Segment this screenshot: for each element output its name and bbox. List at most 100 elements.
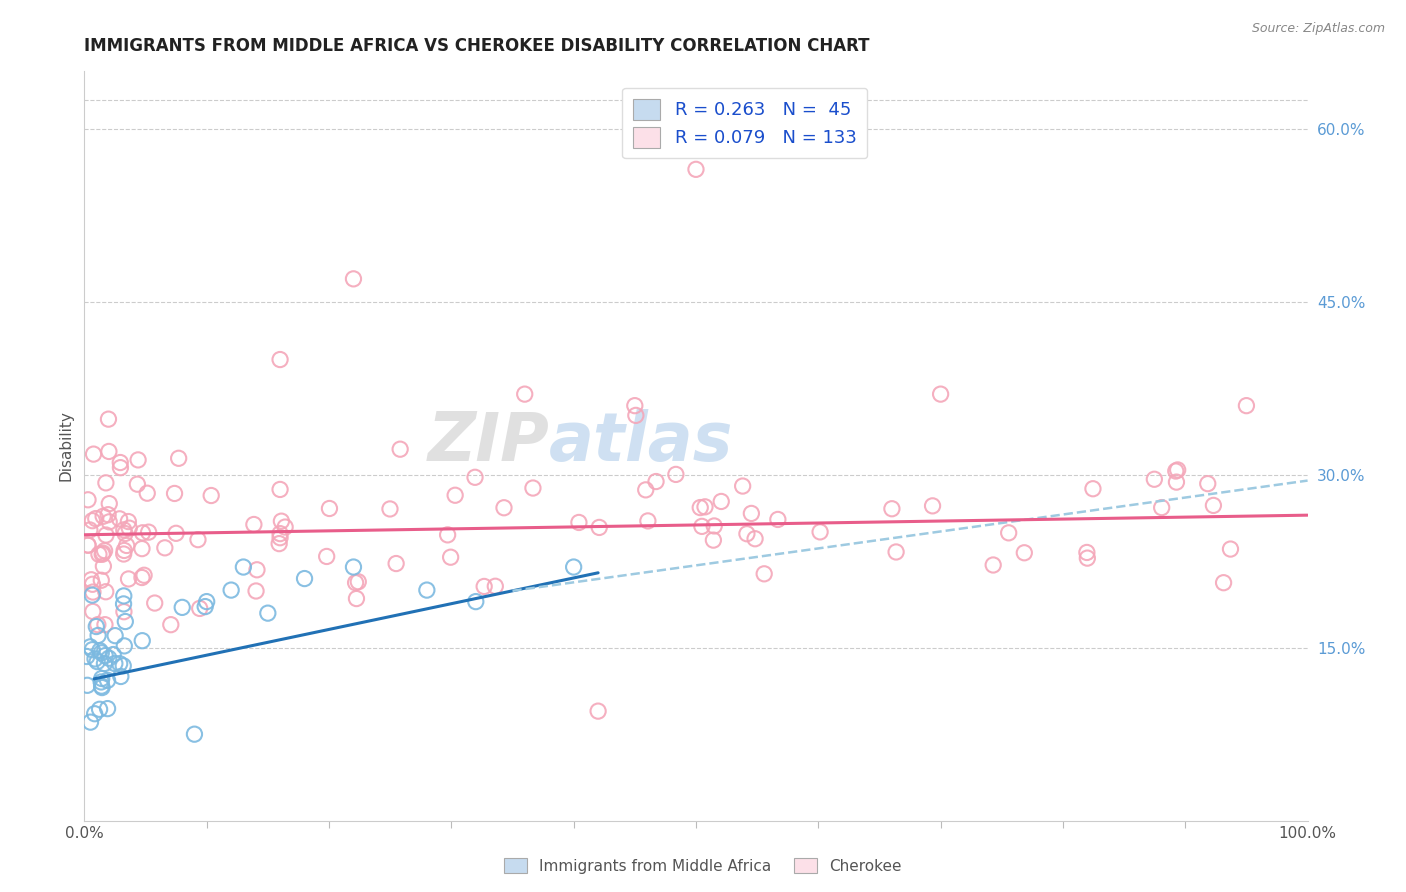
Point xyxy=(245,584,267,599)
Point xyxy=(112,597,135,611)
Point xyxy=(82,577,104,591)
Point xyxy=(624,409,647,423)
Text: Source: ZipAtlas.com: Source: ZipAtlas.com xyxy=(1251,22,1385,36)
Point xyxy=(1197,476,1219,491)
Point xyxy=(91,546,114,560)
Point xyxy=(269,531,291,545)
Point xyxy=(84,619,107,633)
Point xyxy=(90,646,112,660)
Point xyxy=(112,639,135,653)
Point xyxy=(163,486,186,500)
Point xyxy=(378,502,401,516)
Point xyxy=(82,588,104,602)
Point xyxy=(269,526,291,541)
Point xyxy=(1166,475,1188,489)
Point xyxy=(243,517,266,532)
Point xyxy=(97,412,120,426)
Point xyxy=(347,574,370,589)
Point xyxy=(159,617,181,632)
Point xyxy=(108,512,131,526)
Point xyxy=(84,511,107,525)
Point xyxy=(90,574,112,588)
Point xyxy=(444,488,467,502)
Point xyxy=(103,648,125,662)
Point xyxy=(269,483,291,497)
Point xyxy=(294,572,316,586)
Point xyxy=(187,533,209,547)
Point xyxy=(740,507,762,521)
Point xyxy=(165,526,187,541)
Point xyxy=(710,494,733,508)
Point xyxy=(269,352,291,367)
Point xyxy=(1212,575,1234,590)
Text: IMMIGRANTS FROM MIDDLE AFRICA VS CHEROKEE DISABILITY CORRELATION CHART: IMMIGRANTS FROM MIDDLE AFRICA VS CHEROKE… xyxy=(84,37,870,54)
Point xyxy=(115,539,138,553)
Point xyxy=(492,500,515,515)
Point xyxy=(385,557,408,571)
Point xyxy=(342,272,364,286)
Point xyxy=(484,579,506,593)
Point xyxy=(703,519,725,533)
Legend: R = 0.263   N =  45, R = 0.079   N = 133: R = 0.263 N = 45, R = 0.079 N = 133 xyxy=(623,88,868,159)
Point xyxy=(588,520,610,534)
Point xyxy=(82,642,104,657)
Point xyxy=(183,727,205,741)
Point xyxy=(257,606,280,620)
Point xyxy=(93,559,115,574)
Point xyxy=(1164,464,1187,478)
Point xyxy=(634,483,657,497)
Point xyxy=(91,681,114,695)
Text: ZIP: ZIP xyxy=(427,409,550,475)
Point xyxy=(84,652,107,666)
Point xyxy=(132,568,155,582)
Point xyxy=(127,453,149,467)
Point xyxy=(1143,472,1166,486)
Point xyxy=(1219,542,1241,557)
Point xyxy=(744,532,766,546)
Point xyxy=(195,594,218,608)
Point xyxy=(79,523,101,537)
Point xyxy=(97,508,120,522)
Point xyxy=(219,583,242,598)
Point xyxy=(94,584,117,599)
Point xyxy=(114,526,136,541)
Point xyxy=(1081,482,1104,496)
Point xyxy=(79,715,101,730)
Point xyxy=(153,541,176,555)
Point xyxy=(200,489,222,503)
Point xyxy=(522,481,544,495)
Point xyxy=(693,500,716,514)
Y-axis label: Disability: Disability xyxy=(58,410,73,482)
Point xyxy=(94,617,117,632)
Point xyxy=(665,467,688,482)
Point xyxy=(766,512,789,526)
Point xyxy=(754,566,776,581)
Point xyxy=(104,657,127,671)
Point xyxy=(87,617,110,632)
Point xyxy=(112,543,135,558)
Point xyxy=(1014,546,1036,560)
Point xyxy=(117,572,139,586)
Point xyxy=(1236,399,1258,413)
Point xyxy=(167,451,190,466)
Point xyxy=(269,536,291,550)
Point xyxy=(98,515,121,529)
Point xyxy=(172,600,194,615)
Point xyxy=(91,547,114,561)
Point xyxy=(389,442,412,457)
Point xyxy=(97,651,120,665)
Point xyxy=(96,673,118,688)
Point xyxy=(114,615,136,629)
Point xyxy=(77,538,100,552)
Point xyxy=(97,444,120,458)
Point xyxy=(246,563,269,577)
Point xyxy=(77,538,100,552)
Point xyxy=(274,520,297,534)
Point xyxy=(79,640,101,654)
Point xyxy=(93,543,115,558)
Point xyxy=(929,387,952,401)
Point xyxy=(645,475,668,489)
Text: atlas: atlas xyxy=(550,409,734,475)
Point xyxy=(94,528,117,542)
Point xyxy=(921,499,943,513)
